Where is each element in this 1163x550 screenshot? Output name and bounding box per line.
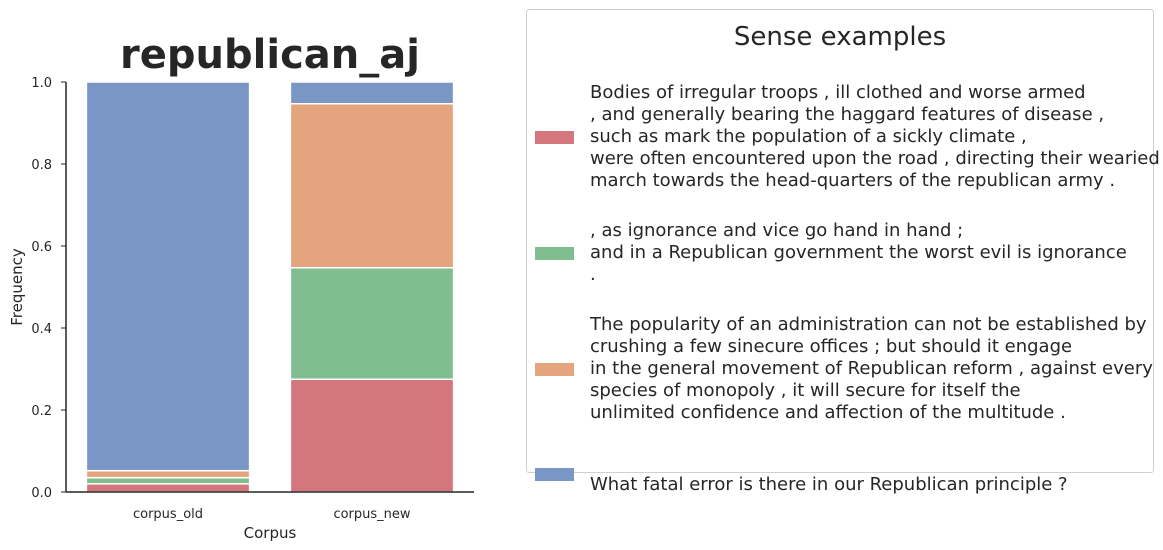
chart-title: republican_aj [120,32,420,78]
y-tick-label: 0.0 [31,486,52,501]
legend-swatch [535,468,574,481]
legend-text: , as ignorance and vice go hand in hand … [590,220,1149,286]
legend-swatch [535,247,574,260]
y-tick-label: 1.0 [31,76,52,91]
legend-text-line: such as mark the population of a sickly … [590,126,1027,147]
bars-group [85,81,455,493]
legend-text: The popularity of an administration can … [590,314,1153,424]
legend-text-line: unlimited confidence and affection of th… [590,402,1066,423]
y-tick-label: 0.8 [31,158,52,173]
legend-text-line [590,452,1149,474]
bar-segment-corpus_new-1 [289,266,455,381]
legend-text: What fatal error is there in our Republi… [590,452,1149,496]
chart: republican_aj 0.0 0.2 0.4 0.6 0.8 1.0 corpus_… [8,32,474,542]
legend-entry: The popularity of an administration can … [527,314,1153,424]
legend-entry: What fatal error is there in our Republi… [527,452,1153,496]
bar-segment-corpus_new-3 [289,81,455,105]
y-ticks-group: 0.0 0.2 0.4 0.6 0.8 1.0 [31,76,66,501]
legend-text-line: , and generally bearing the haggard feat… [590,104,1105,125]
y-tick-label: 0.4 [31,322,52,337]
legend-text-line: march towards the head-quarters of the r… [590,170,1116,191]
legend-swatch [535,131,574,144]
legend-text-line: What fatal error is there in our Republi… [590,474,1068,495]
x-tick-label: corpus_old [133,507,203,522]
legend-text-line: and in a Republican government the worst… [590,242,1127,263]
legend-text-line: were often encountered upon the road , d… [590,148,1160,169]
bar-segment-corpus_old-1 [85,476,251,485]
bar-segment-corpus_new-2 [289,102,455,269]
y-tick-label: 0.6 [31,240,52,255]
legend-text: Bodies of irregular troops , ill clothed… [590,82,1160,192]
bar-segment-corpus_old-2 [85,469,251,479]
bar-segment-corpus_new-0 [289,378,455,493]
legend-text-line: in the general movement of Republican re… [590,358,1153,379]
legend-entry: Bodies of irregular troops , ill clothed… [527,82,1160,192]
legend-title: Sense examples [733,22,947,52]
legend-text-line: , as ignorance and vice go hand in hand … [590,220,964,241]
bar-segment-corpus_old-3 [85,81,251,472]
y-tick-label: 0.2 [31,404,52,419]
legend-text-line: The popularity of an administration can … [590,314,1147,335]
legend-text-line: Bodies of irregular troops , ill clothed… [590,82,1086,103]
x-ticks-group: corpus_old corpus_new [133,507,411,522]
legend-text-line: crushing a few sinecure offices ; but sh… [590,336,1073,357]
x-tick-label: corpus_new [333,507,410,522]
x-axis-label: Corpus [244,524,297,542]
legend: Sense examples Bodies of irregular troop… [526,9,1160,495]
legend-text-line: . [590,264,596,285]
legend-text-line: species of monopoly , it will secure for… [590,380,1021,401]
y-axis-label: Frequency [8,248,26,326]
legend-swatch [535,363,574,376]
bar-segment-corpus_old-0 [85,483,251,493]
legend-entry: , as ignorance and vice go hand in hand … [527,220,1153,286]
